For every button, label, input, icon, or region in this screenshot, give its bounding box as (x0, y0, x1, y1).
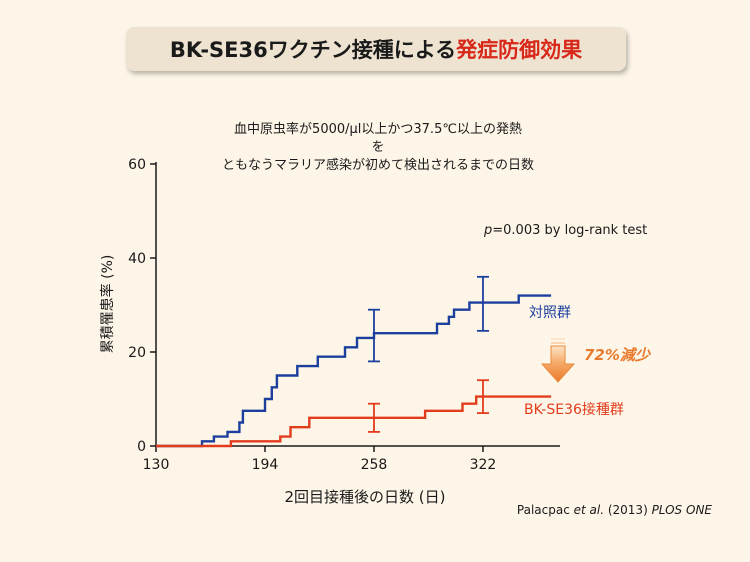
x-tick-label: 258 (361, 457, 388, 473)
x-axis-label: 2回目接種後の日数 (日) (284, 488, 445, 506)
chart-subtitle-line-3: ともなうマラリア感染が初めて検出されるまでの日数 (222, 157, 534, 173)
series-line-vaccine (156, 395, 552, 448)
chart-subtitle-line-2: を (371, 140, 384, 155)
error-bar-vaccine (367, 402, 380, 433)
title-box: BK-SE36ワクチン接種による 発症防御効果 (126, 27, 626, 71)
p-value-symbol: p (483, 223, 492, 238)
y-tick-label: 20 (128, 345, 146, 361)
chart-subtitle-line-1: 血中原虫率が5000/μl以上かつ37.5℃以上の発熱 (234, 121, 522, 137)
x-tick-label: 322 (470, 457, 497, 473)
y-tick-label: 60 (128, 157, 146, 173)
series-label-control: 対照群 (529, 305, 571, 321)
error-bar-control (367, 308, 380, 363)
reduction-label: 72%減少 (584, 346, 652, 364)
citation-journal: PLOS ONE (651, 503, 712, 517)
error-bar-vaccine (476, 379, 489, 415)
citation: Palacpac et al. (2013) PLOS ONE (517, 503, 712, 517)
citation-year: (2013) (604, 503, 652, 517)
y-tick-label: 40 (128, 251, 146, 267)
citation-etal: et al. (573, 503, 605, 517)
y-axis-label: 累積罹患率 (%) (99, 255, 116, 354)
x-tick-label: 194 (252, 457, 279, 473)
title-highlight: 発症防御効果 (456, 38, 583, 62)
error-bar-control (476, 275, 489, 332)
series-line-control (156, 294, 552, 448)
citation-authors: Palacpac (516, 503, 574, 517)
plot-area (156, 275, 552, 448)
axis-ticks: 0 20 40 60 130 194 258 322 (128, 157, 496, 473)
title-main: BK-SE36ワクチン接種による (169, 38, 457, 62)
p-value-rest: =0.003 by log-rank test (492, 223, 647, 238)
x-tick-label: 130 (143, 457, 170, 473)
p-value-text: p=0.003 by log-rank test (483, 223, 647, 238)
reduction-arrow-icon (540, 338, 576, 383)
y-tick-label: 0 (137, 439, 146, 455)
series-label-vaccine: BK-SE36接種群 (524, 401, 624, 418)
